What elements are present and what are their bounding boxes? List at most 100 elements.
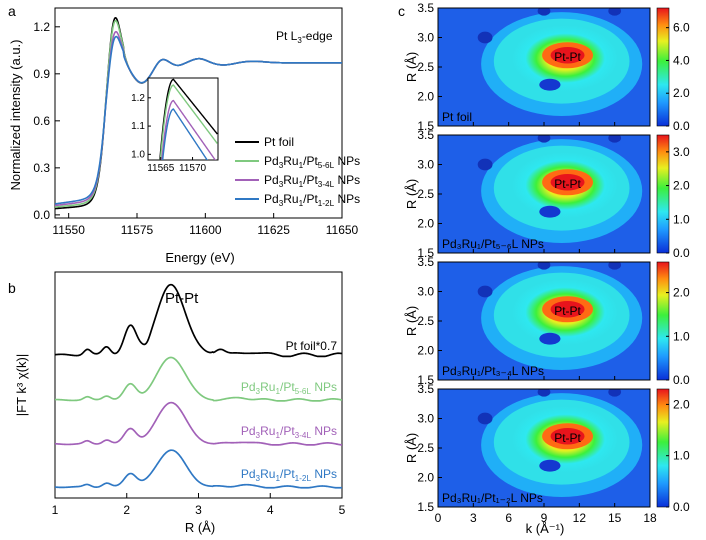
panel-a-xtick-label: 11625 <box>257 223 290 237</box>
panel-a-frame <box>54 7 343 219</box>
heatmap-xtick-label: 3 <box>470 511 477 525</box>
colorbar-tick-label: 4.0 <box>673 53 690 67</box>
heatmap-low <box>477 412 493 425</box>
panel-b-ylabel: |FT k³ χ(k)| <box>14 354 29 416</box>
heatmap-low <box>477 31 493 44</box>
panel-b-frame <box>54 271 343 499</box>
legend-label: Pt foil <box>264 135 294 149</box>
heatmap-panel: Pt-Pt Pd₃Ru₁/Pt₁₋₂L NPs 1.5 2.0 2.5 3.0 3.5 R (… <box>404 382 690 525</box>
panel-b-annotation: Pt-Pt <box>165 290 199 307</box>
heatmap-xtick-label: 9 <box>541 511 548 525</box>
heatmap-low <box>537 8 551 16</box>
inset-ytick-label: 1.2 <box>131 93 145 104</box>
panel-b-chart: 1 2 3 4 5 R (Å) |FT k³ χ(k)| Pt-Pt Pt foil*0… <box>14 271 346 535</box>
panel-a-xtick-label: 11550 <box>52 223 85 237</box>
heatmap-panel: Pt-Pt Pd₃Ru₁/Pt₅₋₆L NPs 1.5 2.0 2.5 3.0 3.5 R (… <box>404 128 690 260</box>
heatmap-low <box>539 332 561 345</box>
panel-label-a: a <box>8 3 16 19</box>
heatmap-peak-max <box>550 427 585 445</box>
heatmap-ytick-label: 2.5 <box>417 441 434 455</box>
colorbar <box>656 7 670 127</box>
colorbar-tick-label: 2.0 <box>673 397 690 411</box>
panel-b-series-label: Pd3Ru1/Pt5-6L NPs <box>241 380 337 396</box>
panel-a-ytick-label: 0.0 <box>33 208 50 222</box>
heatmap-ytick-label: 2.5 <box>417 187 434 201</box>
heatmap-ytick-label: 3.5 <box>417 382 434 396</box>
heatmap-ytick-label: 1.5 <box>417 119 434 133</box>
panel-a-inset: 11565 11570 1.0 1.1 1.2 <box>131 77 219 174</box>
colorbar-tick-label: 2.0 <box>673 179 690 193</box>
heatmap-ytick-label: 3.5 <box>417 128 434 142</box>
panel-a-ylabel: Normalized intensity (a.u.) <box>8 40 23 191</box>
panel-a-title: Pt L3-edge <box>276 29 333 45</box>
heatmap-xtick-label: 6 <box>505 511 512 525</box>
heatmap-peak-label: Pt-Pt <box>554 304 581 318</box>
panel-b-xtick-label: 3 <box>195 503 202 517</box>
legend-label: Pd3Ru1/Pt5-6L NPs <box>264 154 360 170</box>
panel-b-series-line <box>55 283 342 358</box>
panel-a-ytick-label: 0.3 <box>33 161 50 175</box>
colorbar-tick-label: 6.0 <box>673 21 690 35</box>
panel-c-heatmaps: Pt-Pt Pt foil 1.5 2.0 2.5 3.0 3.5 R (Å) 0.0 2.0 4.… <box>404 1 690 525</box>
panel-b-series-line <box>55 356 342 402</box>
panel-a-ytick-label: 0.9 <box>33 67 50 81</box>
colorbar <box>656 261 670 381</box>
panel-b-series-label: Pd3Ru1/Pt1-2L NPs <box>241 467 337 483</box>
heatmap-low <box>477 158 493 171</box>
heatmap-ytick-label: 3.0 <box>417 412 434 426</box>
heatmap-low <box>539 205 561 218</box>
colorbar-tick-label: 0.0 <box>673 500 690 514</box>
panel-label-c: c <box>398 3 405 19</box>
heatmap-xtick-label: 15 <box>608 511 622 525</box>
heatmap-ylabel: R (Å) <box>404 306 419 336</box>
inset-series-line <box>161 108 208 160</box>
heatmap-field <box>438 8 650 126</box>
panel-b-xtick-label: 1 <box>52 503 59 517</box>
heatmap-field <box>438 135 650 253</box>
legend-label: Pd3Ru1/Pt3-4L NPs <box>264 173 360 189</box>
heatmap-xtick-label: 18 <box>643 511 657 525</box>
heatmap-ytick-label: 2.0 <box>417 471 434 485</box>
panel-b-series-label: Pd3Ru1/Pt3-4L NPs <box>241 424 337 440</box>
heatmap-low <box>608 262 622 270</box>
colorbar-tick-label: 0.0 <box>673 373 690 387</box>
heatmap-ylabel: R (Å) <box>404 52 419 82</box>
colorbar <box>656 388 670 508</box>
heatmap-ytick-label: 3.5 <box>417 255 434 269</box>
panel-b-xtick-label: 2 <box>123 503 130 517</box>
heatmap-ytick-label: 2.0 <box>417 217 434 231</box>
heatmap-ytick-label: 3.0 <box>417 158 434 172</box>
inset-series-line <box>159 78 218 160</box>
heatmap-peak-label: Pt-Pt <box>554 177 581 191</box>
heatmap-panel: Pt-Pt Pt foil 1.5 2.0 2.5 3.0 3.5 R (Å) 0.0 2.0 4.… <box>404 1 690 133</box>
heatmap-ytick-label: 1.5 <box>417 500 434 514</box>
heatmap-field <box>438 389 650 507</box>
inset-series-line <box>161 99 217 160</box>
heatmap-ytick-label: 3.0 <box>417 285 434 299</box>
colorbar-tick-label: 0.0 <box>673 246 690 260</box>
heatmap-ytick-label: 2.0 <box>417 344 434 358</box>
heatmap-low <box>539 459 561 472</box>
heatmap-peak-max <box>550 300 585 318</box>
heatmap-low <box>608 389 622 397</box>
colorbar-tick-label: 2.0 <box>673 86 690 100</box>
inset-ytick-label: 1.1 <box>131 121 145 132</box>
colorbar-tick-label: 0.0 <box>673 119 690 133</box>
colorbar-tick-label: 3.0 <box>673 145 690 159</box>
panel-b-series-line <box>55 449 342 489</box>
heatmap-ylabel: R (Å) <box>404 433 419 463</box>
panel-a-xlabel: Energy (eV) <box>165 250 234 265</box>
colorbar-tick-label: 1.0 <box>673 329 690 343</box>
panel-a-chart: 11550 11575 11600 11625 11650 0.0 0.3 0.6 0.9 1.… <box>8 7 360 265</box>
colorbar-tick-label: 1.0 <box>673 212 690 226</box>
panel-b-series-label: Pt foil*0.7 <box>286 339 338 353</box>
panel-a-xtick-label: 11600 <box>189 223 222 237</box>
heatmap-low <box>477 285 493 298</box>
heatmap-low <box>537 262 551 270</box>
panel-a-series-line <box>55 35 342 205</box>
heatmap-ytick-label: 3.0 <box>417 31 434 45</box>
panel-a-legend: Pt foil Pd3Ru1/Pt5-6L NPs Pd3Ru1/Pt3-4L NP… <box>235 135 360 208</box>
heatmap-low <box>537 389 551 397</box>
heatmap-ylabel: R (Å) <box>404 179 419 209</box>
